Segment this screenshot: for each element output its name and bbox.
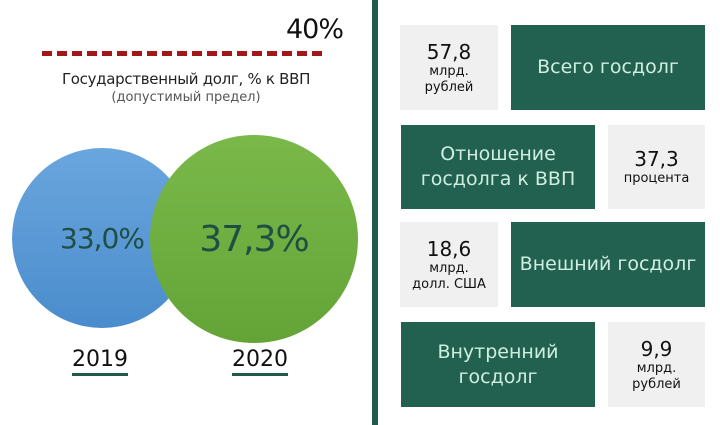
debt-to-gdp-label-card: Отношение госдолга к ВВП bbox=[401, 125, 595, 209]
circle-value-2020: 37,3% bbox=[199, 218, 309, 260]
total-debt-value-card: 57,8 млрд. рублей bbox=[400, 25, 498, 110]
debt-to-gdp-unit: процента bbox=[623, 171, 690, 186]
year-label-2019: 2019 bbox=[50, 347, 150, 376]
total-debt-value: 57,8 bbox=[426, 39, 472, 64]
domestic-debt-unit: млрд. bbox=[636, 360, 677, 376]
external-debt-unit: млрд. bbox=[429, 260, 469, 276]
debt-to-gdp-label: госдолга к ВВП bbox=[420, 168, 576, 190]
vertical-divider bbox=[372, 0, 378, 425]
debt-to-gdp-value: 37,3 bbox=[634, 147, 679, 171]
debt-limit-value: 40% bbox=[286, 14, 344, 45]
domestic-debt-label-card: Внутренний госдолг bbox=[401, 322, 595, 407]
domestic-debt-label: Внутренний bbox=[437, 340, 559, 363]
domestic-debt-value: 9,9 bbox=[640, 336, 673, 361]
total-debt-unit: млрд. bbox=[429, 63, 469, 79]
year-label-2020: 2020 bbox=[210, 347, 310, 376]
domestic-debt-label: госдолг bbox=[458, 365, 538, 388]
external-debt-label: Внешний госдолг bbox=[519, 253, 697, 275]
external-debt-value: 18,6 bbox=[426, 236, 472, 261]
external-debt-unit: долл. США bbox=[412, 276, 486, 292]
chart-subtitle: (допустимый предел) bbox=[111, 90, 261, 105]
external-debt-label-card: Внешний госдолг bbox=[511, 222, 705, 307]
external-debt-value-card: 18,6 млрд. долл. США bbox=[400, 222, 498, 307]
total-debt-label-card: Всего госдолг bbox=[511, 25, 705, 110]
domestic-debt-value-card: 9,9 млрд. рублей bbox=[608, 322, 705, 407]
debt-to-gdp-value-card: 37,3 процента bbox=[608, 125, 705, 209]
circle-2020: 37,3% bbox=[150, 135, 358, 343]
total-debt-unit: рублей bbox=[424, 79, 474, 95]
circle-value-2019: 33,0% bbox=[60, 221, 145, 255]
chart-title: Государственный долг, % к ВВП bbox=[61, 70, 311, 88]
domestic-debt-unit: рублей bbox=[632, 376, 681, 392]
total-debt-label: Всего госдолг bbox=[537, 56, 679, 78]
debt-to-gdp-label: Отношение bbox=[440, 143, 556, 165]
debt-limit-dashed-line bbox=[42, 51, 322, 56]
